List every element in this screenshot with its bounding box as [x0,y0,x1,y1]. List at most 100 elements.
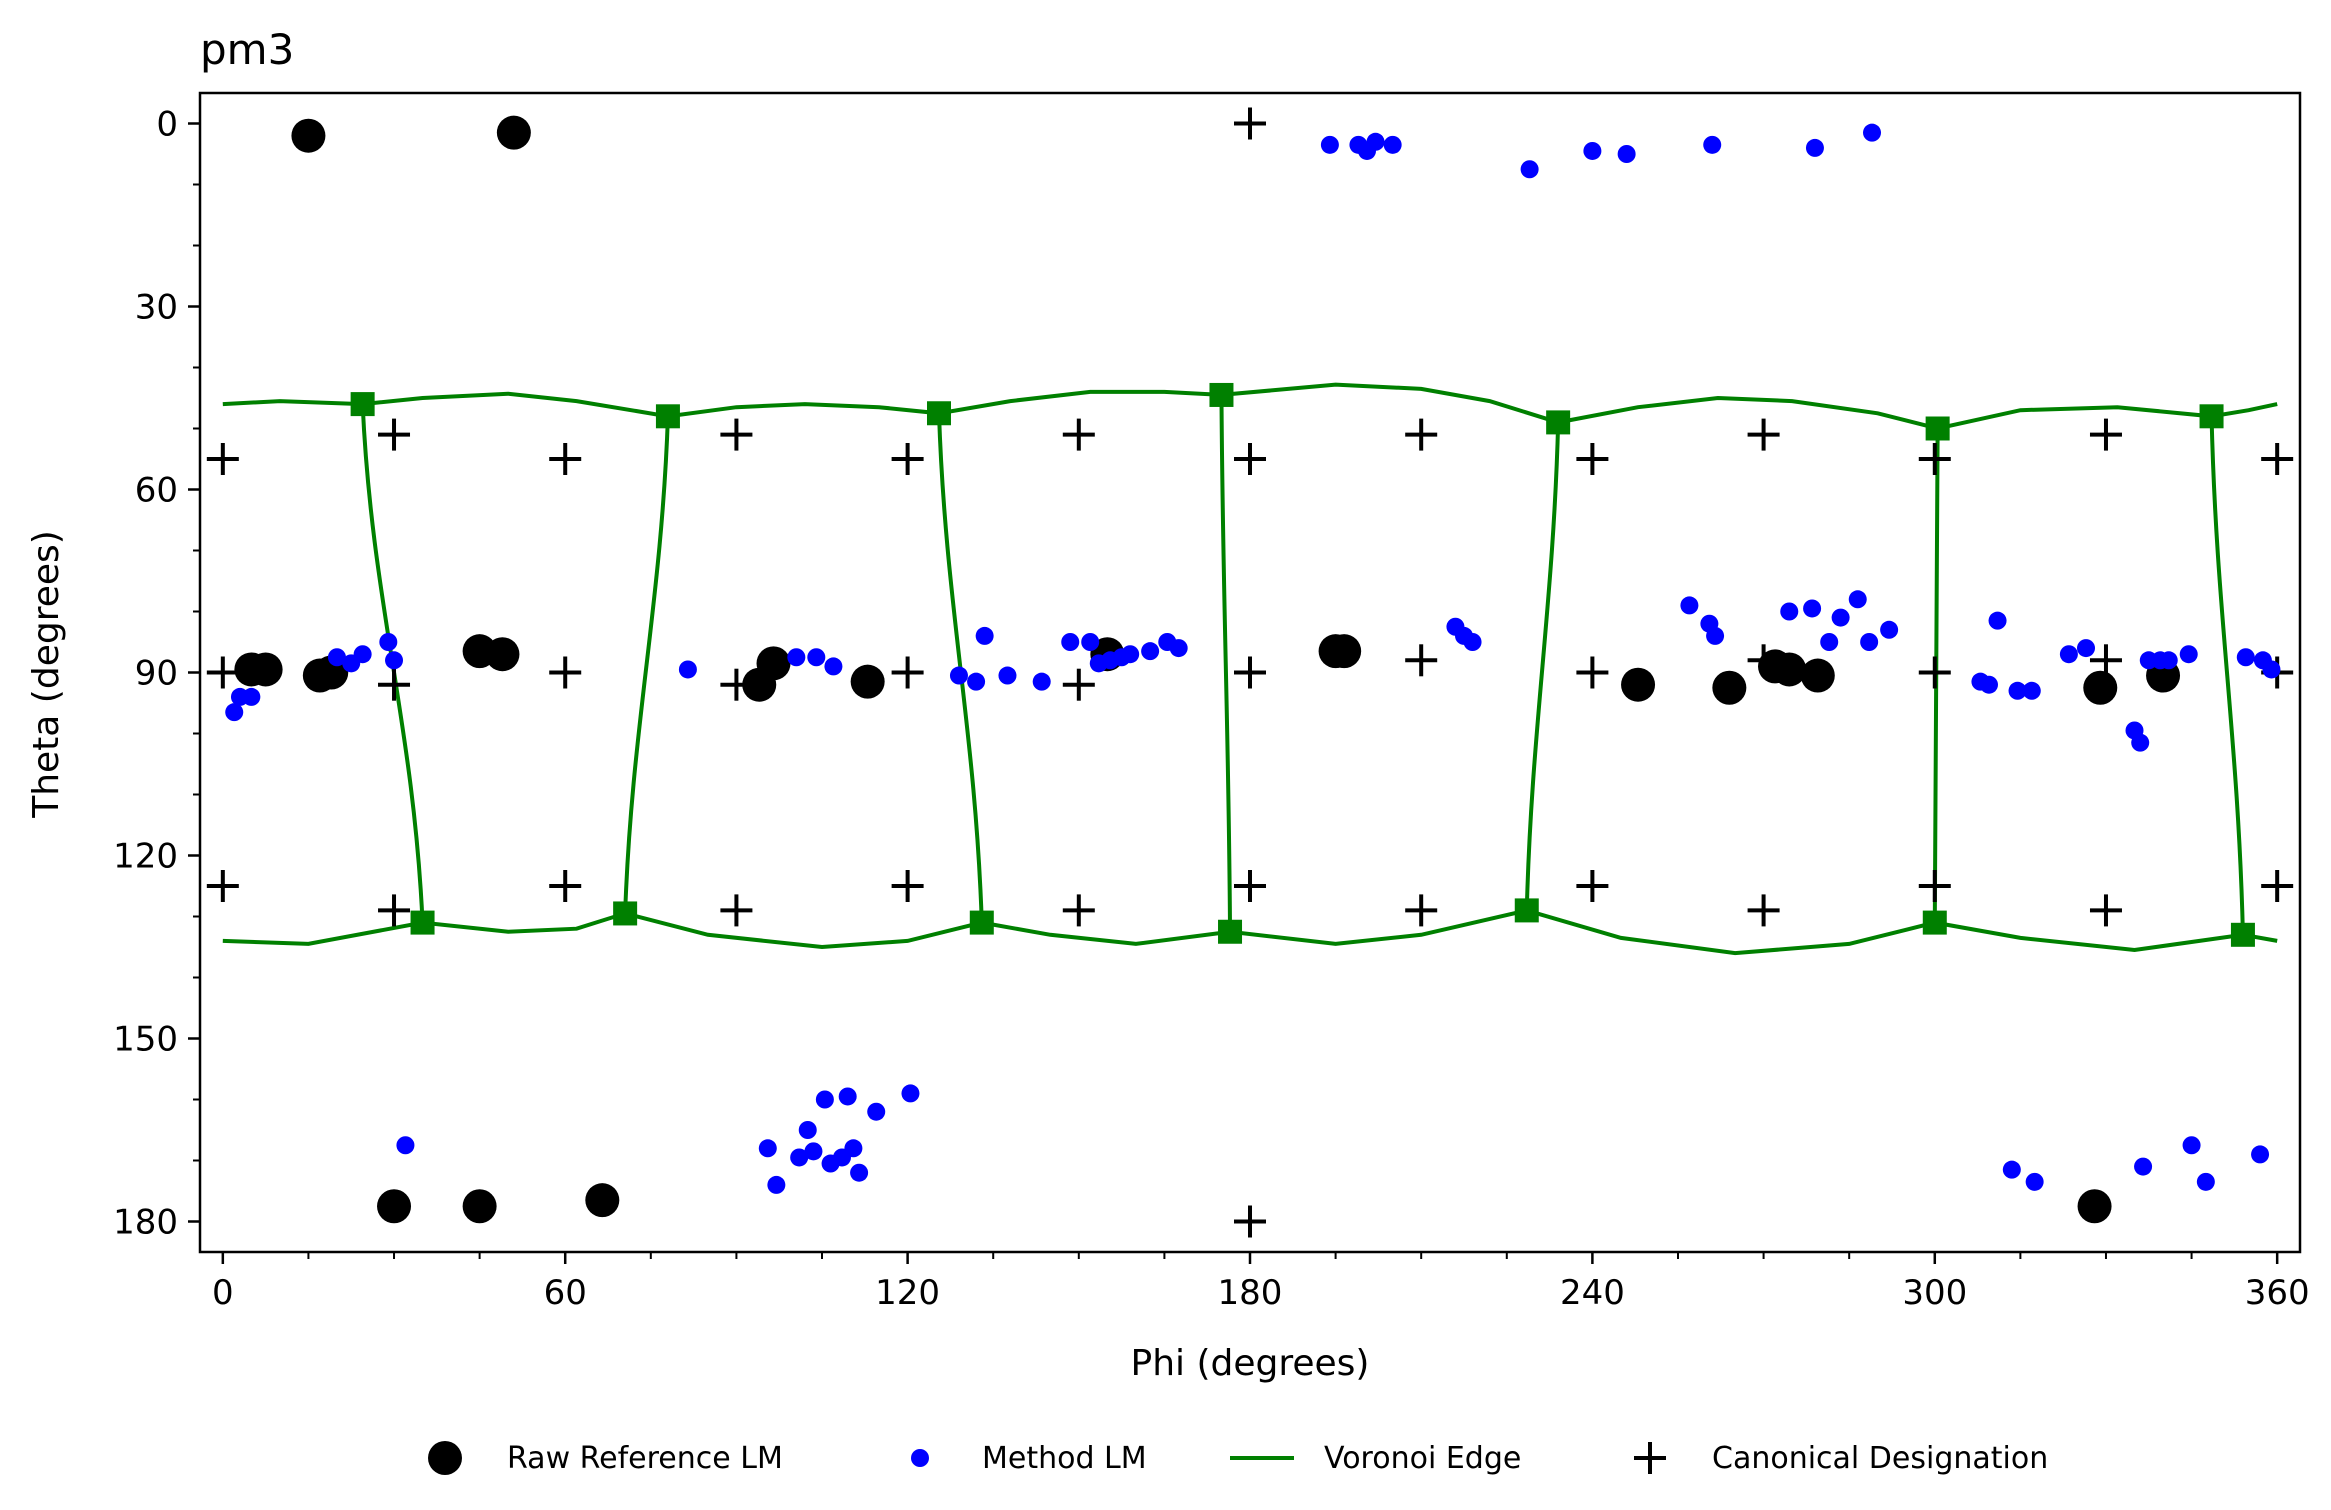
method-lm-point [2022,681,2041,700]
canonical-designation-marker [1747,418,1780,451]
canonical-designation-marker [720,418,753,451]
canonical-designation-marker [2089,644,2122,677]
method-lm-point [1848,590,1867,609]
method-lm-point [807,648,826,667]
canonical-designation-marker [2261,443,2294,475]
canonical-designation-marker [1062,894,1095,927]
voronoi-edge-vertical [2209,416,2245,935]
x-tick-label: 120 [875,1273,940,1313]
method-lm-point [2077,639,2096,658]
method-lm-point [1803,599,1822,618]
method-lm-point [1081,633,1100,651]
canonical-designation-marker [1918,656,1951,689]
canonical-designation-marker [1918,870,1951,902]
method-lm-point [867,1102,886,1121]
method-lm-point [998,666,1017,685]
legend-label: Method LM [982,1441,1147,1476]
y-tick-label: 120 [113,837,178,877]
method-lm-point [1820,633,1839,651]
voronoi-vertex [1925,416,1950,441]
canonical-designation-marker [206,870,239,902]
raw-reference-lm-point [2077,1189,2112,1224]
method-lm-point [242,687,261,706]
method-lm-point [2025,1172,2044,1191]
canonical-designation-marker [720,894,753,927]
method-lm-point [1366,132,1385,151]
voronoi-vertex [2199,404,2224,429]
raw-reference-lm-point [1712,670,1747,705]
y-axis-label: Theta (degrees) [26,530,67,819]
canonical-designation-marker [378,668,411,701]
canonical-designation-marker [1405,894,1438,927]
method-lm-point [967,672,986,691]
method-lm-point [1520,160,1539,179]
x-tick-label: 180 [1218,1273,1283,1313]
raw-reference-lm-point [850,664,885,699]
method-lm-point [2236,648,2255,667]
method-lm-point [225,703,244,722]
voronoi-vertex [613,901,638,926]
method-lm-point [844,1139,863,1158]
canonical-designation-marker [1234,870,1266,902]
method-lm-point [787,648,806,667]
canonical-designation-marker [1405,418,1438,451]
axes: 0 60 120 180 240 300 360 0 30 60 90 120 150 180 [113,91,2310,1313]
method-lm-point [2251,1145,2270,1164]
canonical-designation-marker [1234,656,1266,689]
canonical-designation-marker [206,656,239,689]
raw-reference-lm-point [496,115,531,150]
method-lm-point [901,1084,920,1103]
method-lm-point [1032,672,1051,691]
raw-reference-lm-point [585,1183,620,1218]
method-lm-point [815,1090,834,1109]
legend-item: Raw Reference LM [428,1441,783,1476]
voronoi-edge-vertical [1524,422,1561,911]
y-tick-label: 150 [113,1020,178,1060]
method-lm-point [949,666,968,685]
method-lm-point [2131,733,2150,752]
voronoi-vertex [1546,410,1571,435]
method-lm-point [1617,145,1636,163]
canonical-designation-marker [1234,1205,1266,1238]
voronoi-vertex [410,910,435,935]
method-lm-point [2002,1160,2021,1179]
method-lm-point [1706,626,1725,645]
method-lm-point [975,626,994,645]
method-lm-point [385,651,404,670]
voronoi-vertex [1922,910,1947,935]
canonical-designation-marker [378,894,411,927]
raw-reference-lm-point [2083,670,2118,705]
method-lm-point [2262,660,2281,679]
method-lm-point [1141,642,1160,661]
x-tick-label: 240 [1560,1273,1625,1313]
legend: Raw Reference LM Method LM Voronoi Edge Can… [428,1441,2048,1476]
raw-reference-lm-point [1772,652,1807,687]
voronoi-edge-bottom [222,908,2278,956]
canonical-designation-marker [206,443,239,475]
x-axis-label: Phi (degrees) [1131,1343,1370,1384]
method-lm-point [379,633,398,651]
voronoi-edge-top [222,382,2278,431]
raw-reference-lm-point [1621,667,1656,702]
method-lm-point [1383,135,1402,154]
voronoi-vertex [1514,898,1539,923]
method-lm-point [1979,675,1998,694]
chart-title: pm3 [200,25,294,74]
method-lm-point [1860,633,1879,651]
method-lm-point [1061,633,1080,651]
method-lm-point [2179,645,2198,664]
legend-label: Raw Reference LM [507,1441,783,1476]
raw-reference-lm-point [756,646,791,681]
x-tick-label: 60 [544,1273,587,1313]
method-lm-point [327,648,346,667]
y-tick-label: 60 [135,471,178,511]
method-lm-point [1583,141,1602,160]
voronoi-vertex [350,392,375,417]
canonical-designation-marker [891,656,924,689]
method-lm-point [1703,135,1722,154]
voronoi-vertex [969,910,994,935]
canonical-designation-marker [2089,418,2122,451]
voronoi-vertex [1218,919,1243,944]
voronoi-vertex [655,404,680,429]
method-lm-point [2182,1136,2201,1155]
